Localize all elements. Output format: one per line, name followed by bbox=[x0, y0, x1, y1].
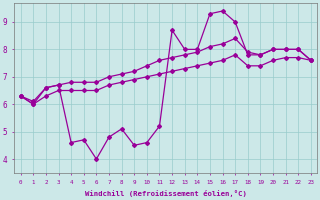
X-axis label: Windchill (Refroidissement éolien,°C): Windchill (Refroidissement éolien,°C) bbox=[85, 190, 247, 197]
